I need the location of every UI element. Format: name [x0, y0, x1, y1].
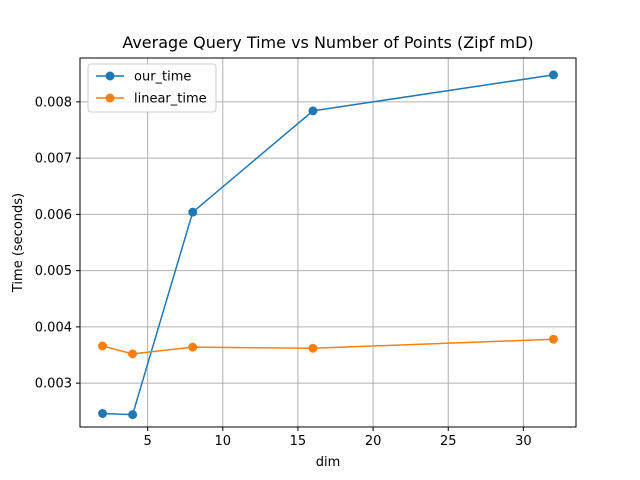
data-point: [308, 106, 318, 116]
grid-layer: [80, 58, 576, 427]
legend-marker: [105, 71, 115, 81]
series-line: [102, 74, 554, 416]
data-point: [98, 409, 108, 418]
y-tick-label: 0.004: [35, 320, 72, 335]
y-tick-label: 0.008: [35, 95, 72, 110]
data-point: [308, 343, 318, 353]
series-layer: [98, 70, 558, 420]
y-tick-label: 0.006: [35, 208, 72, 223]
x-tick-label: 15: [290, 434, 307, 449]
y-tick-label: 0.007: [35, 152, 72, 167]
x-tick-label: 10: [215, 434, 232, 449]
plot-frame: [79, 57, 577, 428]
series-our_time: [98, 70, 558, 420]
data-point: [548, 70, 558, 80]
data-point: [548, 334, 558, 344]
legend-label: our_time: [134, 70, 191, 85]
data-point: [98, 341, 108, 351]
data-point: [128, 349, 138, 359]
data-point: [188, 342, 198, 352]
y-axis-label: Time (seconds): [11, 193, 26, 293]
legend: our_time linear_time: [87, 63, 217, 113]
data-point: [128, 410, 138, 420]
x-tick-label: 30: [515, 434, 532, 449]
data-point: [188, 207, 198, 217]
y-tick-label: 0.003: [35, 377, 72, 392]
series-line: [102, 338, 554, 355]
y-tick-label: 0.005: [35, 264, 72, 279]
x-axis-label: dim: [316, 455, 341, 470]
series-linear_time: [98, 334, 558, 359]
chart-title: Average Query Time vs Number of Points (…: [122, 33, 533, 52]
legend-label: linear_time: [134, 92, 207, 107]
tick-layer: 5 10 15 20 25 30 0.003 0.004 0.005 0.006 0.007 0.00…: [35, 95, 532, 449]
legend-marker: [105, 93, 115, 103]
x-tick-label: 20: [365, 434, 382, 449]
x-tick-label: 5: [143, 434, 151, 449]
x-tick-label: 25: [440, 434, 457, 449]
